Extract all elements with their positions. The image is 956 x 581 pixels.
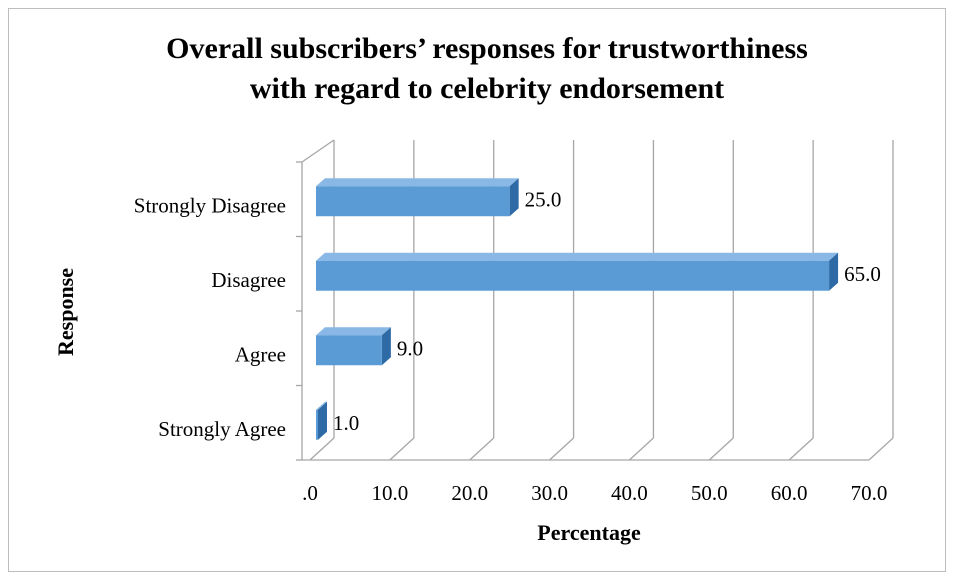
chart-title-line-2: with regard to celebrity endorsement [250, 72, 724, 105]
chart-title-line-1: Overall subscribers’ responses for trust… [166, 32, 808, 65]
bar-side-face [317, 401, 327, 440]
floor-gridline [469, 437, 495, 461]
bar [316, 401, 327, 440]
bar-top-face [316, 252, 839, 261]
bar [316, 327, 391, 366]
y-tick-label: Disagree [211, 268, 286, 292]
x-tick-label: 50.0 [691, 481, 728, 505]
data-label: 65.0 [844, 262, 881, 286]
x-axis-title: Percentage [537, 520, 641, 545]
data-label: 25.0 [525, 187, 562, 211]
bars [316, 178, 839, 440]
bar-front-face [316, 409, 318, 440]
floor-gridline [549, 437, 575, 461]
data-label: 1.0 [333, 411, 359, 435]
bar [316, 252, 839, 291]
bar-front-face [316, 260, 830, 291]
bar-side-face [381, 327, 391, 366]
x-tick-label: .0 [302, 481, 318, 505]
bar-top-face [316, 327, 391, 336]
bar-front-face [316, 186, 510, 217]
floor-gridline [708, 437, 734, 461]
y-tick-label: Agree [235, 342, 286, 366]
x-tick-label: 20.0 [451, 481, 488, 505]
bar-side-face [829, 252, 839, 291]
bar-front-face [316, 335, 382, 366]
floor-gridline [309, 437, 335, 461]
bar-side-face [509, 178, 519, 217]
floor-gridline [868, 437, 894, 461]
y-tick-label: Strongly Disagree [134, 193, 286, 217]
floor-gridline [389, 437, 415, 461]
x-tick-label: 40.0 [611, 481, 648, 505]
labels: .0 10.0 20.0 30.0 40.0 50.0 60.0 70.0 1.0 Strongl… [134, 187, 888, 505]
bar [316, 178, 519, 217]
bar-top-face [316, 178, 519, 187]
y-axis-title: Response [53, 268, 78, 356]
bar-top-face [316, 401, 327, 410]
x-tick-label: 10.0 [371, 481, 408, 505]
floor-gridline [628, 437, 654, 461]
x-tick-label: 70.0 [851, 481, 888, 505]
y-tick-label: Strongly Agree [158, 417, 286, 441]
x-tick-label: 30.0 [531, 481, 568, 505]
left-wall-top-edge [301, 139, 335, 163]
x-tick-label: 60.0 [771, 481, 808, 505]
floor-gridline [788, 437, 814, 461]
data-label: 9.0 [397, 336, 423, 360]
